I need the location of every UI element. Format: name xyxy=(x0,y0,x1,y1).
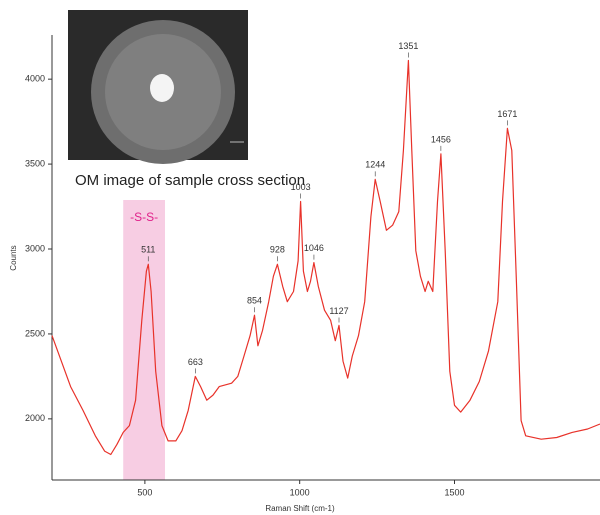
peak-label: 1046 xyxy=(304,243,324,253)
peak-label: 1456 xyxy=(431,134,451,144)
x-axis-label: Raman Shift (cm-1) xyxy=(265,504,335,513)
peak-label: 1003 xyxy=(291,182,311,192)
x-tick-label: 1500 xyxy=(444,487,464,497)
y-tick-label: 4000 xyxy=(25,74,45,84)
spectrum-line xyxy=(51,59,600,456)
bright-spot xyxy=(150,74,174,102)
inset-image: OM image of sample cross section xyxy=(68,10,305,189)
highlight-label: -S-S- xyxy=(130,210,158,224)
y-tick-label: 3000 xyxy=(25,243,45,253)
peak-label: 511 xyxy=(141,245,155,255)
highlight-band xyxy=(123,200,166,480)
x-tick-label: 500 xyxy=(137,487,152,497)
peak-label: 663 xyxy=(188,357,203,367)
peak-label: 1127 xyxy=(329,306,348,316)
peak-label: 854 xyxy=(247,296,262,306)
y-tick-label: 2000 xyxy=(25,413,45,423)
y-tick-label: 2500 xyxy=(25,328,45,338)
y-axis-label: Counts xyxy=(9,245,18,270)
peak-label: 1244 xyxy=(365,160,385,170)
peak-label: 928 xyxy=(270,245,285,255)
background-layer: -S-S- xyxy=(123,200,166,480)
peak-label: 1351 xyxy=(398,41,418,51)
inset-caption: OM image of sample cross section xyxy=(75,172,305,189)
peak-label: 1671 xyxy=(497,109,517,119)
x-tick-label: 1000 xyxy=(290,487,310,497)
y-tick-label: 3500 xyxy=(25,158,45,168)
